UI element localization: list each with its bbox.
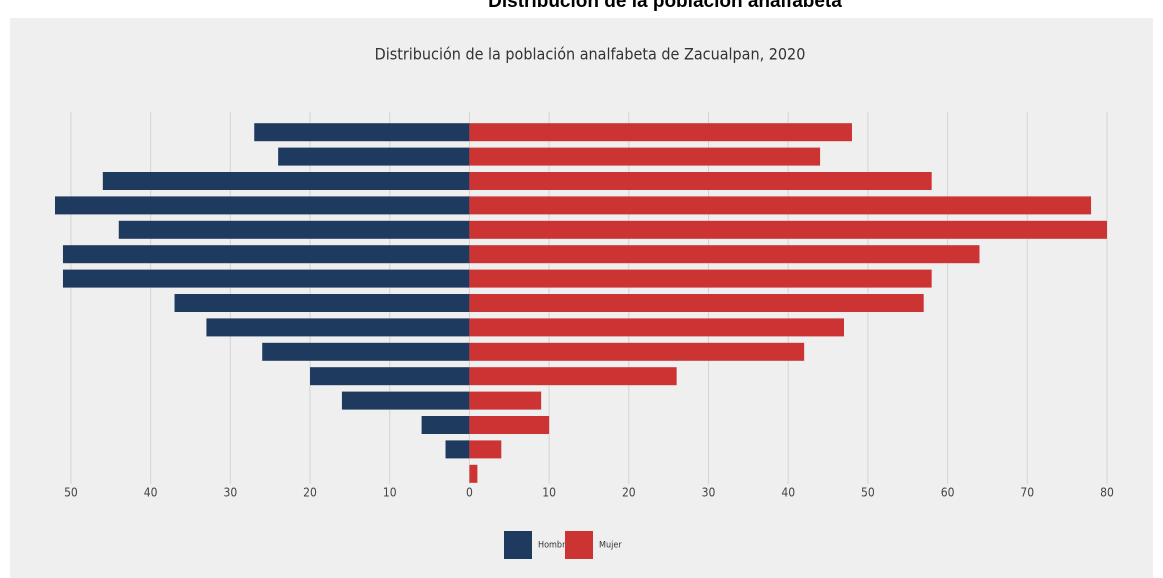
bar bbox=[262, 342, 470, 361]
bar bbox=[62, 245, 470, 264]
chart-title: Distribución de la población analfabeta … bbox=[375, 45, 806, 64]
bar bbox=[254, 123, 470, 142]
bar bbox=[469, 147, 821, 166]
x-tick-label: 50 bbox=[64, 486, 78, 500]
bar bbox=[469, 220, 1107, 239]
bar bbox=[469, 416, 550, 434]
bar bbox=[469, 123, 852, 142]
bar bbox=[469, 269, 932, 288]
x-tick-label: 30 bbox=[223, 486, 237, 500]
legend-swatch bbox=[565, 531, 593, 559]
x-tick-label: 60 bbox=[941, 486, 955, 500]
page-title: Distribución de la población analfabeta bbox=[488, 0, 842, 12]
x-tick-label: 80 bbox=[1100, 486, 1114, 500]
bar bbox=[421, 416, 470, 434]
bar bbox=[445, 440, 470, 459]
bar bbox=[206, 318, 470, 337]
bar bbox=[469, 367, 677, 386]
x-tick-label: 30 bbox=[702, 486, 716, 500]
bar bbox=[469, 342, 805, 361]
x-tick-label: 10 bbox=[383, 486, 397, 500]
x-tick-label: 40 bbox=[781, 486, 795, 500]
legend-label: Hombre bbox=[538, 541, 570, 551]
bar bbox=[469, 440, 502, 459]
bar bbox=[174, 294, 470, 312]
x-tick-label: 0 bbox=[466, 486, 473, 500]
bar bbox=[469, 245, 980, 264]
bar bbox=[310, 367, 470, 386]
bar bbox=[55, 196, 470, 215]
bar bbox=[118, 220, 470, 239]
x-tick-label: 20 bbox=[622, 486, 636, 500]
x-tick-label: 50 bbox=[861, 486, 875, 500]
bar bbox=[469, 172, 932, 190]
x-tick-label: 40 bbox=[144, 486, 158, 500]
bar bbox=[469, 196, 1092, 215]
legend-swatch bbox=[504, 531, 532, 559]
bar bbox=[278, 147, 470, 166]
legend-label: Mujer bbox=[599, 541, 622, 551]
x-tick-label: 10 bbox=[542, 486, 556, 500]
bar bbox=[469, 464, 478, 483]
x-tick-label: 20 bbox=[303, 486, 317, 500]
bar bbox=[62, 269, 470, 288]
bar bbox=[102, 172, 470, 190]
bar bbox=[469, 294, 924, 312]
bar bbox=[469, 391, 542, 410]
bar bbox=[341, 391, 470, 410]
x-tick-label: 70 bbox=[1020, 486, 1034, 500]
bar bbox=[469, 318, 844, 337]
